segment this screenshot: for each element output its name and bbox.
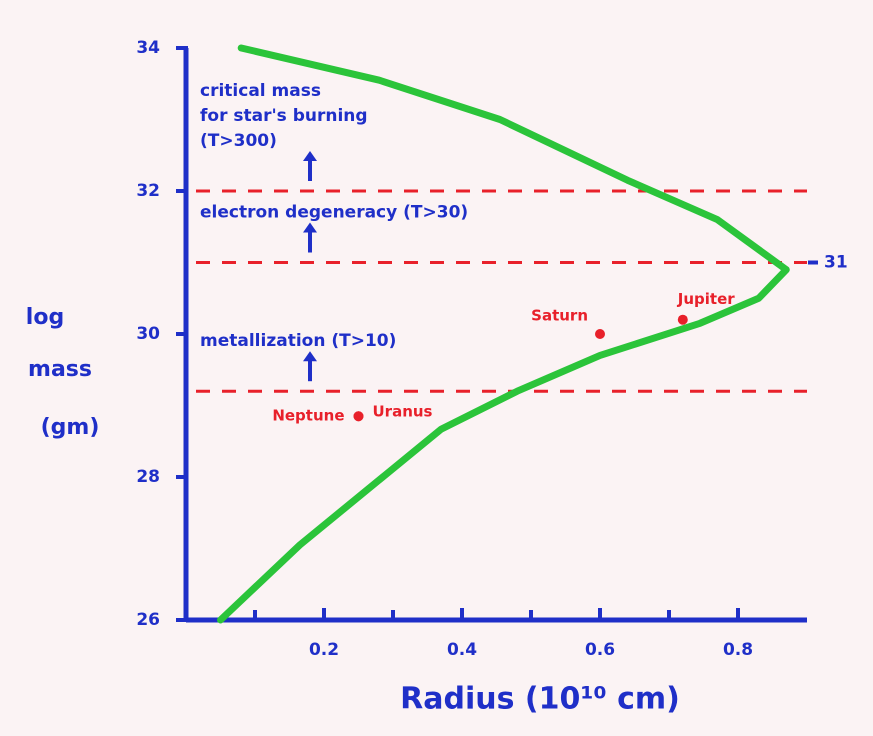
x-tick-label: 0.2 [309,640,339,660]
threshold-label: electron degeneracy (T>30) [200,203,468,223]
planet-label: Uranus [373,403,433,421]
background [0,0,873,736]
x-tick-label: 0.8 [723,640,753,660]
y-axis-label: mass [28,357,92,382]
right-tick-label: 31 [824,253,848,273]
chart: Radius (10¹⁰ cm) log mass (gm) 26 28 30 32 3… [0,0,873,736]
x-axis-label: Radius (10¹⁰ cm) [400,682,680,717]
planet-point [678,315,688,325]
y-tick-label: 26 [136,610,160,630]
y-tick-label: 34 [136,38,160,58]
x-tick-label: 0.4 [447,640,477,660]
threshold-label: for star's burning [200,106,368,126]
threshold-label: critical mass [200,81,321,101]
threshold-label: metallization (T>10) [200,331,396,351]
page: Radius (10¹⁰ cm) log mass (gm) 26 28 30 32 3… [0,0,873,736]
planet-label: Neptune [272,407,344,425]
y-axis-label: log [26,305,64,330]
x-tick-label: 0.6 [585,640,615,660]
y-axis-label: (gm) [41,415,100,440]
planet-label: Saturn [531,307,588,325]
y-tick-label: 30 [136,324,160,344]
planet-label: Jupiter [677,290,735,308]
y-tick-label: 28 [136,467,160,487]
planet-point [595,329,605,339]
threshold-label: (T>300) [200,131,277,151]
planet-point [354,411,364,421]
y-tick-label: 32 [136,181,160,201]
